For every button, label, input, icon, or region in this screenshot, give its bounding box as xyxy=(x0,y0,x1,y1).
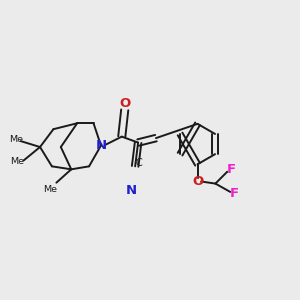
Text: N: N xyxy=(126,184,137,197)
Text: F: F xyxy=(227,163,236,176)
Text: Me: Me xyxy=(10,157,24,166)
Text: O: O xyxy=(192,175,203,188)
Text: O: O xyxy=(119,97,130,110)
Text: F: F xyxy=(230,187,239,200)
Text: N: N xyxy=(96,139,107,152)
Text: Me: Me xyxy=(44,185,57,194)
Text: C: C xyxy=(136,158,143,168)
Text: Me: Me xyxy=(9,135,23,144)
